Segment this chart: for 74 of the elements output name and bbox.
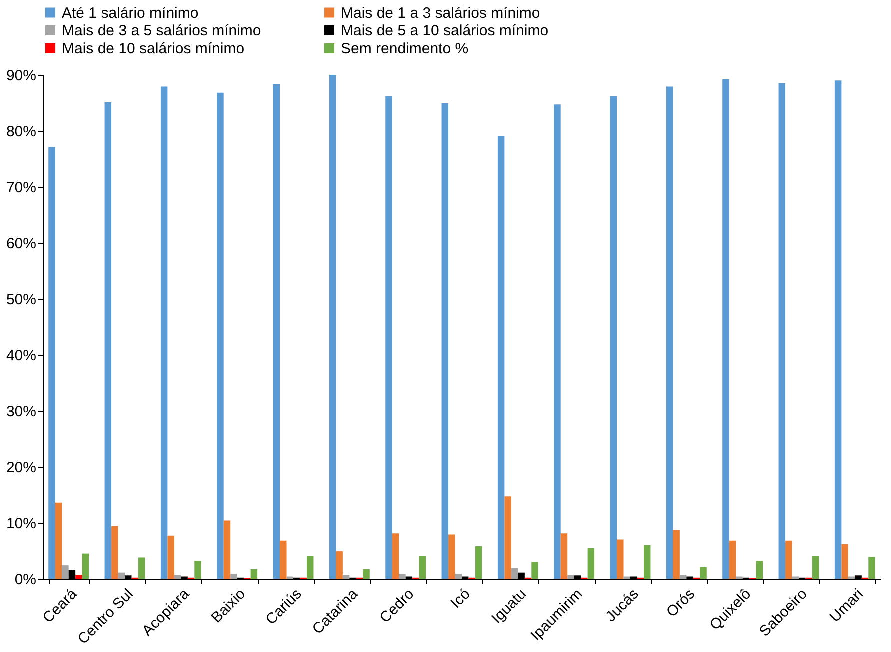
legend-label: Sem rendimento % (341, 40, 469, 58)
bar (560, 534, 568, 579)
bar (104, 102, 112, 579)
bar (280, 540, 287, 579)
bar (756, 561, 764, 579)
x-tick-label: Icó (448, 586, 474, 612)
y-tick-label: 60% (6, 236, 36, 252)
legend-label: Até 1 salário mínimo (62, 4, 199, 22)
bar (363, 569, 370, 579)
x-tick-label: Orós (663, 586, 698, 621)
y-tick-label: 0% (14, 572, 36, 588)
legend-label: Mais de 1 a 3 salários mínimo (341, 4, 540, 22)
bar (498, 136, 505, 579)
bar (386, 96, 392, 579)
bar (273, 84, 280, 579)
y-tick-label: 40% (6, 348, 36, 364)
y-tick-label: 30% (6, 404, 36, 420)
y-tick-label: 10% (6, 516, 36, 532)
bar (554, 104, 561, 579)
legend-label: Mais de 10 salários mínimo (62, 40, 245, 58)
bar (174, 575, 182, 579)
y-tick-label: 90% (6, 68, 36, 84)
bar (62, 566, 69, 579)
bar (700, 567, 707, 579)
bar (644, 545, 651, 579)
bar (448, 534, 456, 579)
bar (666, 86, 674, 579)
y-tick-label: 20% (6, 460, 36, 476)
bar (588, 548, 595, 579)
bar (168, 536, 174, 579)
bar (786, 540, 792, 579)
bar (76, 575, 82, 579)
bar (217, 92, 224, 579)
bar (250, 569, 258, 579)
bar (511, 568, 518, 579)
y-tick-label: 70% (6, 180, 36, 196)
bar (532, 562, 538, 579)
bar (419, 556, 426, 579)
bar (138, 558, 146, 579)
bar (230, 574, 238, 579)
bar (329, 75, 336, 579)
legend-label: Mais de 5 a 10 salários mínimo (341, 22, 549, 40)
bar (868, 557, 876, 579)
bar (118, 572, 126, 579)
bar (160, 86, 168, 579)
y-tick-label: 50% (6, 292, 36, 308)
legend-label: Mais de 3 a 5 salários mínimo (62, 22, 262, 40)
bar (336, 552, 343, 579)
bar (722, 79, 730, 579)
bar (812, 556, 820, 579)
bar (834, 80, 842, 579)
bar (224, 520, 231, 579)
bar (48, 147, 56, 579)
bar (399, 574, 406, 579)
bar (112, 526, 118, 579)
bar (729, 540, 736, 579)
bar (392, 534, 400, 579)
bar (442, 104, 449, 579)
bar (568, 575, 574, 579)
bar (504, 496, 512, 579)
bar (475, 546, 482, 579)
bar (194, 561, 202, 579)
bar (55, 502, 62, 579)
bar (842, 544, 848, 579)
bar (617, 540, 624, 579)
bar (610, 96, 618, 579)
bar (82, 554, 90, 579)
bar (778, 83, 786, 579)
bar (342, 575, 350, 579)
bar (306, 556, 314, 579)
bar (455, 574, 462, 579)
y-tick-label: 80% (6, 124, 36, 140)
bar (680, 575, 687, 579)
bar (673, 530, 680, 579)
